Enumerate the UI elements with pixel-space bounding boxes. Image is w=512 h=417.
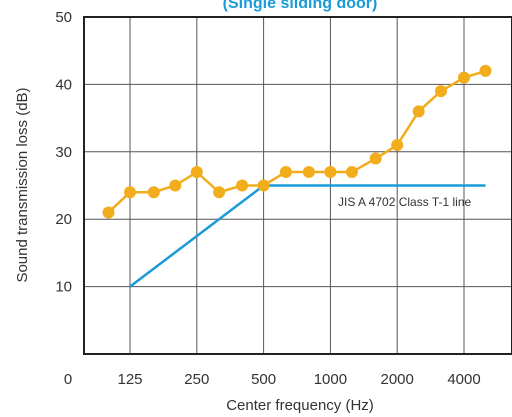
x-tick-label: 0 [64, 371, 72, 388]
data-point [391, 139, 404, 152]
data-point [279, 166, 292, 179]
data-point [190, 166, 203, 179]
y-tick-label: 10 [55, 279, 72, 296]
x-tick-label: 4000 [447, 371, 480, 388]
data-point [257, 179, 270, 192]
data-point [324, 166, 337, 179]
y-tick-label: 40 [55, 76, 72, 93]
chart-title: (Single sliding door) [223, 0, 378, 12]
data-point [345, 166, 358, 179]
data-point [479, 64, 492, 77]
data-point [169, 179, 182, 192]
x-tick-label: 2000 [381, 371, 414, 388]
data-point [236, 179, 249, 192]
x-tick-label: 1000 [314, 371, 347, 388]
y-tick-label: 50 [55, 9, 72, 26]
reference-line-label: JIS A 4702 Class T-1 line [338, 195, 472, 209]
y-axis-title: Sound transmission loss (dB) [14, 87, 31, 282]
y-tick-labels: 10 20 30 40 50 [55, 9, 72, 296]
x-tick-label: 125 [117, 371, 142, 388]
data-point [302, 166, 315, 179]
series-line [107, 69, 486, 214]
data-point [369, 152, 382, 165]
x-axis-title: Center frequency (Hz) [226, 397, 374, 414]
y-tick-label: 30 [55, 144, 72, 161]
plot-frame [83, 16, 512, 355]
data-point [213, 186, 226, 199]
x-tick-label: 250 [184, 371, 209, 388]
data-point [124, 186, 136, 199]
data-point [147, 186, 160, 199]
x-tick-label: 500 [251, 371, 276, 388]
series-group [102, 64, 492, 219]
data-point [102, 206, 115, 219]
data-point [434, 85, 447, 98]
data-point [458, 71, 470, 84]
x-tick-labels: 0 125 250 500 1000 2000 4000 [64, 371, 481, 388]
data-point [412, 105, 425, 118]
y-tick-label: 20 [55, 211, 72, 228]
